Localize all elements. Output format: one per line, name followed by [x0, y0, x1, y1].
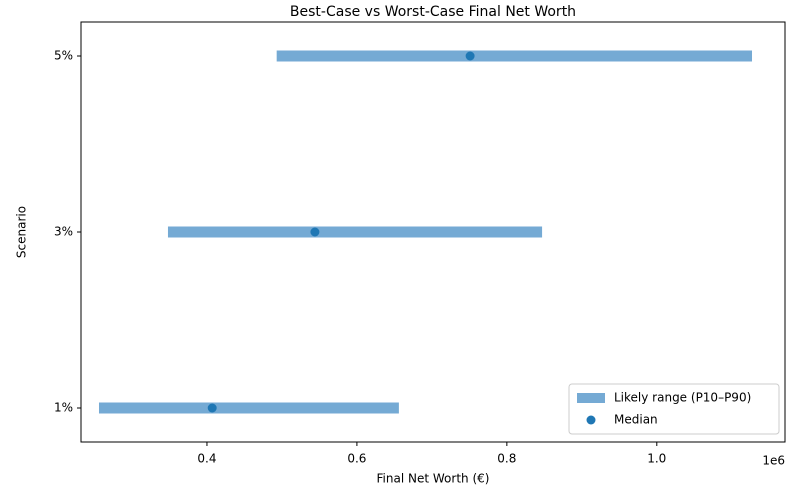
range-bar	[98, 402, 399, 414]
legend-label: Median	[614, 413, 658, 427]
x-tick-label: 0.8	[497, 452, 516, 466]
median-dot	[465, 51, 475, 61]
chart-title: Best-Case vs Worst-Case Final Net Worth	[290, 4, 576, 20]
legend-swatch	[577, 393, 605, 403]
y-tick-label: 3%	[54, 225, 73, 239]
axes-frame	[80, 21, 786, 443]
x-tick-label: 1.0	[647, 452, 666, 466]
legend-label: Likely range (P10–P90)	[614, 391, 751, 405]
median-dot	[207, 403, 217, 413]
legend-swatch	[586, 415, 596, 425]
y-axis-label: Scenario	[15, 206, 29, 258]
y-tick-label: 5%	[54, 49, 73, 63]
range-bar	[167, 226, 543, 238]
x-tick-label: 0.4	[197, 452, 216, 466]
x-offset-label: 1e6	[762, 454, 785, 468]
legend-box	[568, 383, 780, 435]
x-tick-label: 0.6	[347, 452, 366, 466]
y-tick-label: 1%	[54, 401, 73, 415]
x-axis-label: Final Net Worth (€)	[377, 472, 490, 486]
median-dot	[310, 227, 320, 237]
range-bar	[276, 50, 753, 62]
